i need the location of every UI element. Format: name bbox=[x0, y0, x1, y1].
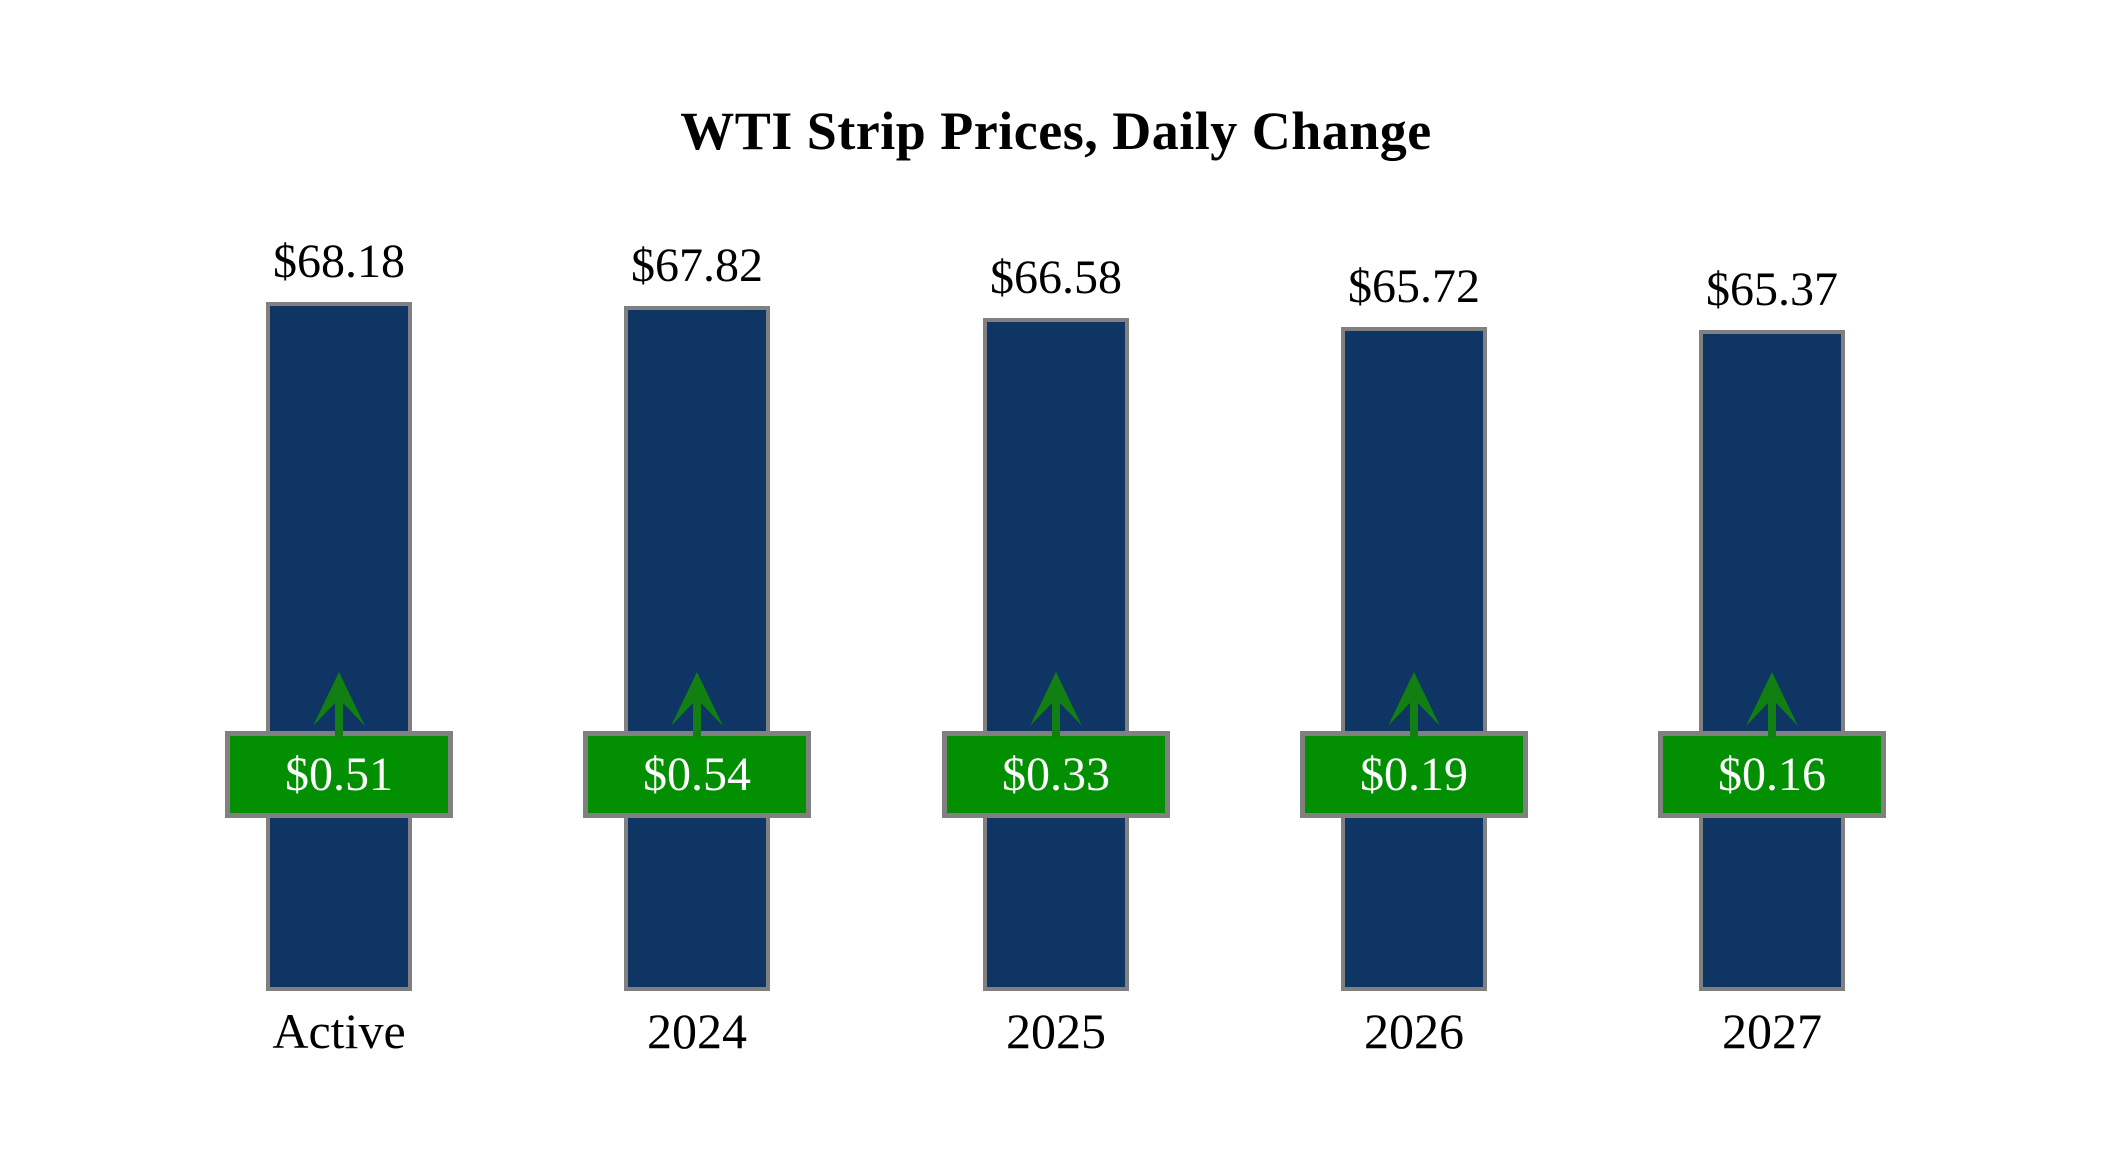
change-label: $0.16 bbox=[1718, 748, 1826, 801]
category-label: 2025 bbox=[1006, 1003, 1106, 1059]
bar bbox=[1341, 327, 1487, 991]
price-label: $67.82 bbox=[631, 239, 763, 292]
change-badge: $0.19 bbox=[1300, 731, 1528, 818]
price-label: $68.18 bbox=[273, 235, 405, 288]
change-badge: $0.51 bbox=[225, 731, 453, 818]
up-arrow-icon bbox=[313, 672, 365, 738]
chart-title: WTI Strip Prices, Daily Change bbox=[680, 101, 1432, 161]
up-arrow-icon bbox=[1746, 672, 1798, 738]
bar bbox=[983, 318, 1129, 991]
change-label: $0.54 bbox=[643, 748, 751, 801]
price-label: $65.37 bbox=[1706, 263, 1838, 316]
change-label: $0.51 bbox=[285, 748, 393, 801]
bar-group: $66.58 $0.33 2025 bbox=[936, 0, 1176, 1152]
bar bbox=[1699, 330, 1845, 991]
change-label: $0.19 bbox=[1360, 748, 1468, 801]
change-badge: $0.16 bbox=[1658, 731, 1886, 818]
change-label: $0.33 bbox=[1002, 748, 1110, 801]
bar bbox=[624, 306, 770, 991]
bar-group: $67.82 $0.54 2024 bbox=[577, 0, 817, 1152]
change-badge: $0.54 bbox=[583, 731, 811, 818]
up-arrow-icon bbox=[1030, 672, 1082, 738]
price-label: $65.72 bbox=[1348, 260, 1480, 313]
bar-group: $65.37 $0.16 2027 bbox=[1652, 0, 1892, 1152]
bar-group: $68.18 $0.51 Active bbox=[219, 0, 459, 1152]
price-label: $66.58 bbox=[990, 251, 1122, 304]
up-arrow-icon bbox=[1388, 672, 1440, 738]
change-badge: $0.33 bbox=[942, 731, 1170, 818]
bar-group: $65.72 $0.19 2026 bbox=[1294, 0, 1534, 1152]
category-label: 2026 bbox=[1364, 1003, 1464, 1059]
category-label: 2024 bbox=[647, 1003, 747, 1059]
category-label: 2027 bbox=[1722, 1003, 1822, 1059]
category-label: Active bbox=[272, 1003, 406, 1059]
up-arrow-icon bbox=[671, 672, 723, 738]
bar bbox=[266, 302, 412, 991]
